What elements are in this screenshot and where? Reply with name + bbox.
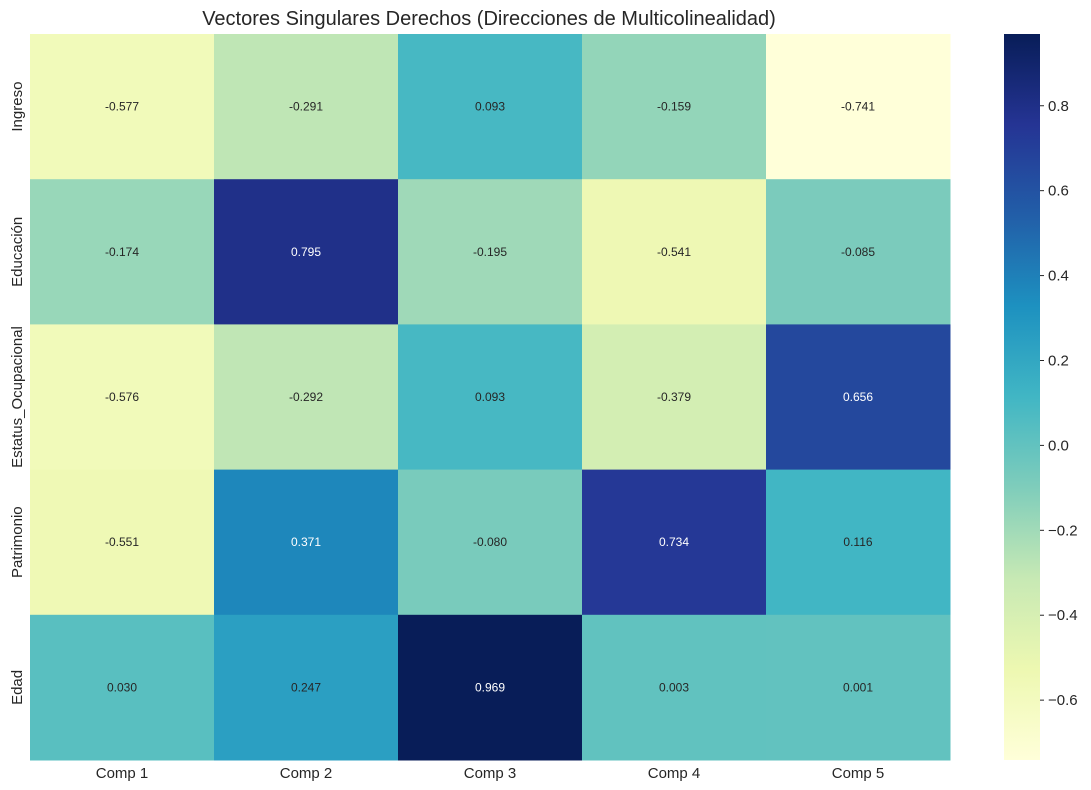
cell-value-label: -0.159 [657,100,691,114]
y-tick-label: Estatus_Ocupacional [9,326,26,468]
cell-value-label: -0.291 [289,100,323,114]
heatmap-cell [30,324,215,471]
heatmap-cell [30,614,215,761]
cell-value-label: 0.003 [659,680,689,694]
heatmap-cell [766,34,951,180]
heatmap-cell [582,469,767,616]
heatmap-cell [766,324,951,471]
heatmap-cell [582,34,767,180]
cell-value-label: -0.292 [289,390,323,404]
cell-value-label: -0.379 [657,390,691,404]
heatmap-cell [582,179,767,325]
cell-value-label: -0.576 [105,390,139,404]
y-tick-label: Educación [9,217,26,287]
x-axis-ticks: Comp 1 Comp 2 Comp 3 Comp 4 Comp 5 [96,765,885,782]
colorbar-tick-label: 0.8 [1048,98,1069,115]
heatmap-cell [30,34,215,180]
colorbar-gradient [1004,34,1040,760]
heatmap-cells: -0.577 -0.291 0.093 -0.159 -0.741 -0.174 0.795… [30,34,951,761]
cell-value-label: -0.741 [841,100,875,114]
cell-value-label: 0.001 [843,680,873,694]
x-tick-label: Comp 2 [280,765,333,782]
heatmap-cell [766,179,951,325]
heatmap-cell [398,324,583,471]
y-tick-label: Edad [9,670,26,705]
x-tick-label: Comp 4 [648,765,701,782]
y-axis-ticks: Ingreso Educación Estatus_Ocupacional Patri… [9,82,26,705]
heatmap-cell [766,469,951,616]
colorbar-tick-label: 0.0 [1048,437,1069,454]
cell-value-label: 0.656 [843,390,873,404]
cell-value-label: 0.247 [291,680,321,694]
cell-value-label: 0.093 [475,100,505,114]
colorbar-tick-label: 0.4 [1048,268,1069,285]
cell-value-label: -0.195 [473,245,507,259]
heatmap-cell [398,614,583,761]
y-tick-label: Ingreso [9,82,26,132]
cell-value-label: -0.174 [105,245,139,259]
heatmap-cell [214,179,399,325]
chart-title: Vectores Singulares Derechos (Direccione… [202,8,776,30]
heatmap-cell [30,179,215,325]
x-tick-label: Comp 1 [96,765,149,782]
heatmap-cell [214,324,399,471]
cell-value-label: 0.371 [291,535,321,549]
cell-value-label: -0.577 [105,100,139,114]
heatmap-cell [30,469,215,616]
y-tick-label: Patrimonio [9,506,26,578]
cell-value-label: -0.080 [473,535,507,549]
heatmap-cell [398,179,583,325]
heatmap-cell [582,614,767,761]
cell-value-label: 0.795 [291,245,321,259]
colorbar-tick-label: −0.6 [1048,692,1078,709]
heatmap-cell [766,614,951,761]
heatmap-cell [398,34,583,180]
heatmap-cell [398,469,583,616]
cell-value-label: -0.551 [105,535,139,549]
cell-value-label: 0.030 [107,680,137,694]
cell-value-label: -0.541 [657,245,691,259]
heatmap-cell [214,34,399,180]
heatmap-cell [214,614,399,761]
cell-value-label: 0.969 [475,680,505,694]
colorbar: −0.6 −0.4 −0.2 0.0 0.2 0.4 0.6 0.8 [1004,34,1078,760]
cell-value-label: -0.085 [841,245,875,259]
colorbar-tick-label: 0.6 [1048,183,1069,200]
heatmap-cell [214,469,399,616]
cell-value-label: 0.093 [475,390,505,404]
colorbar-tick-label: −0.2 [1048,522,1078,539]
cell-value-label: 0.116 [843,535,872,549]
x-tick-label: Comp 3 [464,765,517,782]
colorbar-tick-label: −0.4 [1048,607,1078,624]
colorbar-tick-label: 0.2 [1048,352,1069,369]
heatmap-cell [582,324,767,471]
cell-value-label: 0.734 [659,535,689,549]
x-tick-label: Comp 5 [832,765,885,782]
